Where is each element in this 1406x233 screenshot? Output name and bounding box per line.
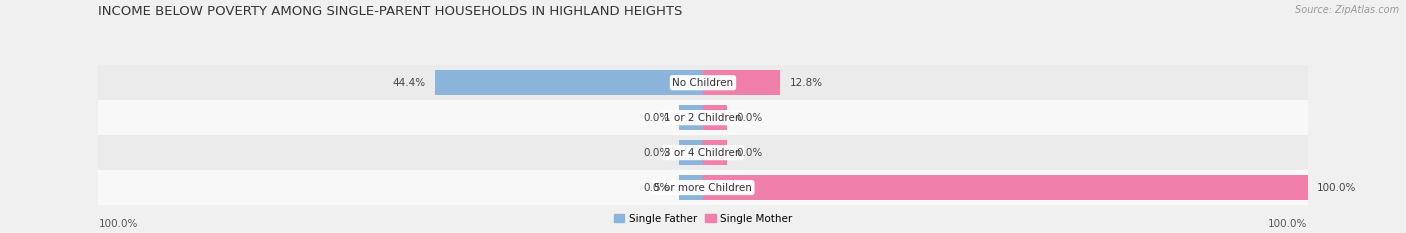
- Text: 1 or 2 Children: 1 or 2 Children: [664, 113, 742, 123]
- Text: 0.0%: 0.0%: [644, 113, 669, 123]
- Bar: [98, 135, 1308, 170]
- Text: 3 or 4 Children: 3 or 4 Children: [664, 148, 742, 158]
- Text: 0.0%: 0.0%: [644, 183, 669, 192]
- Text: 12.8%: 12.8%: [789, 78, 823, 88]
- Text: INCOME BELOW POVERTY AMONG SINGLE-PARENT HOUSEHOLDS IN HIGHLAND HEIGHTS: INCOME BELOW POVERTY AMONG SINGLE-PARENT…: [98, 5, 683, 18]
- Bar: [703, 140, 727, 165]
- Bar: [703, 70, 780, 95]
- Text: 100.0%: 100.0%: [1316, 183, 1355, 192]
- Bar: [98, 170, 1308, 205]
- Bar: [434, 70, 703, 95]
- Text: 100.0%: 100.0%: [98, 219, 138, 229]
- Bar: [703, 175, 1308, 200]
- Text: 5 or more Children: 5 or more Children: [654, 183, 752, 192]
- Bar: [98, 100, 1308, 135]
- Text: 0.0%: 0.0%: [737, 113, 762, 123]
- Bar: [679, 105, 703, 130]
- Bar: [679, 140, 703, 165]
- Text: 0.0%: 0.0%: [737, 148, 762, 158]
- Bar: [703, 105, 727, 130]
- Text: 44.4%: 44.4%: [392, 78, 426, 88]
- Text: 0.0%: 0.0%: [644, 148, 669, 158]
- Bar: [679, 175, 703, 200]
- Text: 100.0%: 100.0%: [1268, 219, 1308, 229]
- Text: No Children: No Children: [672, 78, 734, 88]
- Bar: [98, 65, 1308, 100]
- Text: Source: ZipAtlas.com: Source: ZipAtlas.com: [1295, 5, 1399, 15]
- Legend: Single Father, Single Mother: Single Father, Single Mother: [610, 209, 796, 228]
